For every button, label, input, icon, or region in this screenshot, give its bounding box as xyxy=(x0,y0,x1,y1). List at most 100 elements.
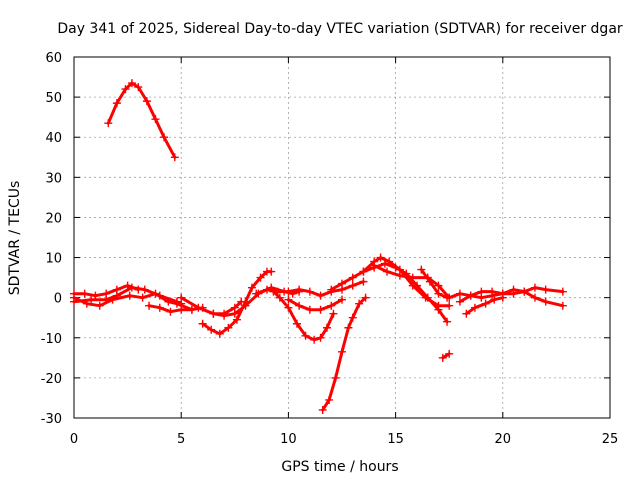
data-point xyxy=(327,301,336,310)
data-point xyxy=(305,305,314,314)
data-point xyxy=(316,333,325,342)
data-point xyxy=(241,301,250,310)
data-point xyxy=(466,291,475,300)
data-point xyxy=(292,319,301,328)
data-point xyxy=(121,85,130,94)
data-point xyxy=(498,293,507,302)
data-point xyxy=(325,395,334,404)
data-point xyxy=(256,273,265,282)
data-point xyxy=(383,267,392,276)
data-point xyxy=(359,277,368,286)
x-axis-label: GPS time / hours xyxy=(281,459,398,475)
data-series xyxy=(70,79,567,414)
axis-ticks: 0 5 10 15 20 25 -30 -20 -10 0 10 20 30 40 50 60 xyxy=(41,51,619,447)
data-point xyxy=(310,335,319,344)
data-point xyxy=(70,289,78,298)
data-point xyxy=(338,347,346,356)
data-point xyxy=(112,99,121,108)
data-point xyxy=(230,309,239,318)
data-point xyxy=(338,295,346,304)
series-arc-11 xyxy=(284,295,346,314)
data-point xyxy=(322,323,331,332)
data-point xyxy=(82,299,91,308)
data-point xyxy=(481,299,490,308)
data-point xyxy=(91,291,100,300)
data-point xyxy=(164,297,173,306)
x-tick-label: 25 xyxy=(602,432,619,447)
x-tick-label: 20 xyxy=(495,432,512,447)
data-point xyxy=(348,313,357,322)
data-point xyxy=(488,287,497,296)
y-tick-label: -10 xyxy=(41,332,62,347)
series-arc-17 xyxy=(438,349,454,362)
data-point xyxy=(275,293,284,302)
data-point xyxy=(316,305,325,314)
data-point xyxy=(509,289,518,298)
data-point xyxy=(104,119,113,128)
data-point xyxy=(470,303,479,312)
data-point xyxy=(145,301,154,310)
data-point xyxy=(284,303,293,312)
series-line xyxy=(361,256,451,308)
data-point xyxy=(348,281,357,290)
series-arc-7 xyxy=(198,267,276,338)
data-point xyxy=(166,307,175,316)
data-point xyxy=(102,289,111,298)
x-tick-label: 5 xyxy=(177,432,185,447)
data-point xyxy=(127,79,136,88)
series-arc-20 xyxy=(462,293,507,318)
data-point xyxy=(160,133,169,142)
data-point xyxy=(327,285,336,294)
data-point xyxy=(207,325,216,334)
plot-frame xyxy=(73,56,611,419)
data-point xyxy=(344,323,353,332)
data-point xyxy=(112,285,121,294)
y-tick-label: 30 xyxy=(45,171,62,186)
data-point xyxy=(490,295,499,304)
data-point xyxy=(417,265,426,274)
data-point xyxy=(438,353,447,362)
grid xyxy=(74,57,610,418)
data-point xyxy=(455,289,464,298)
data-point xyxy=(348,273,357,282)
data-point xyxy=(434,289,443,298)
series-arc-12 xyxy=(318,293,370,414)
data-point xyxy=(177,293,186,302)
data-point xyxy=(269,287,278,296)
data-point xyxy=(220,311,229,320)
data-point xyxy=(445,293,454,302)
data-point xyxy=(530,283,539,292)
data-point xyxy=(108,295,117,304)
data-point xyxy=(232,315,241,324)
data-point xyxy=(198,319,207,328)
data-point xyxy=(267,267,276,276)
data-point xyxy=(434,281,443,290)
series-arc-9 xyxy=(252,277,368,300)
data-point xyxy=(262,285,271,294)
data-point xyxy=(434,301,443,310)
data-point xyxy=(301,331,310,340)
data-point xyxy=(155,303,164,312)
data-point xyxy=(305,287,314,296)
x-tick-label: 10 xyxy=(280,432,297,447)
data-point xyxy=(355,299,364,308)
series-line xyxy=(419,268,449,300)
data-point xyxy=(316,291,325,300)
data-point xyxy=(338,279,346,288)
series-line xyxy=(106,81,177,159)
data-point xyxy=(252,289,261,298)
series-arc-1 xyxy=(104,79,179,162)
data-point xyxy=(215,329,224,338)
y-tick-label: 10 xyxy=(45,252,62,267)
data-point xyxy=(151,115,160,124)
y-tick-label: 60 xyxy=(45,51,62,66)
data-point xyxy=(455,297,464,306)
data-point xyxy=(541,297,550,306)
y-tick-label: -30 xyxy=(41,412,62,427)
data-point xyxy=(329,309,338,318)
y-tick-label: 20 xyxy=(45,211,62,226)
data-point xyxy=(395,271,404,280)
y-tick-label: -20 xyxy=(41,372,62,387)
y-tick-label: 0 xyxy=(54,292,62,307)
